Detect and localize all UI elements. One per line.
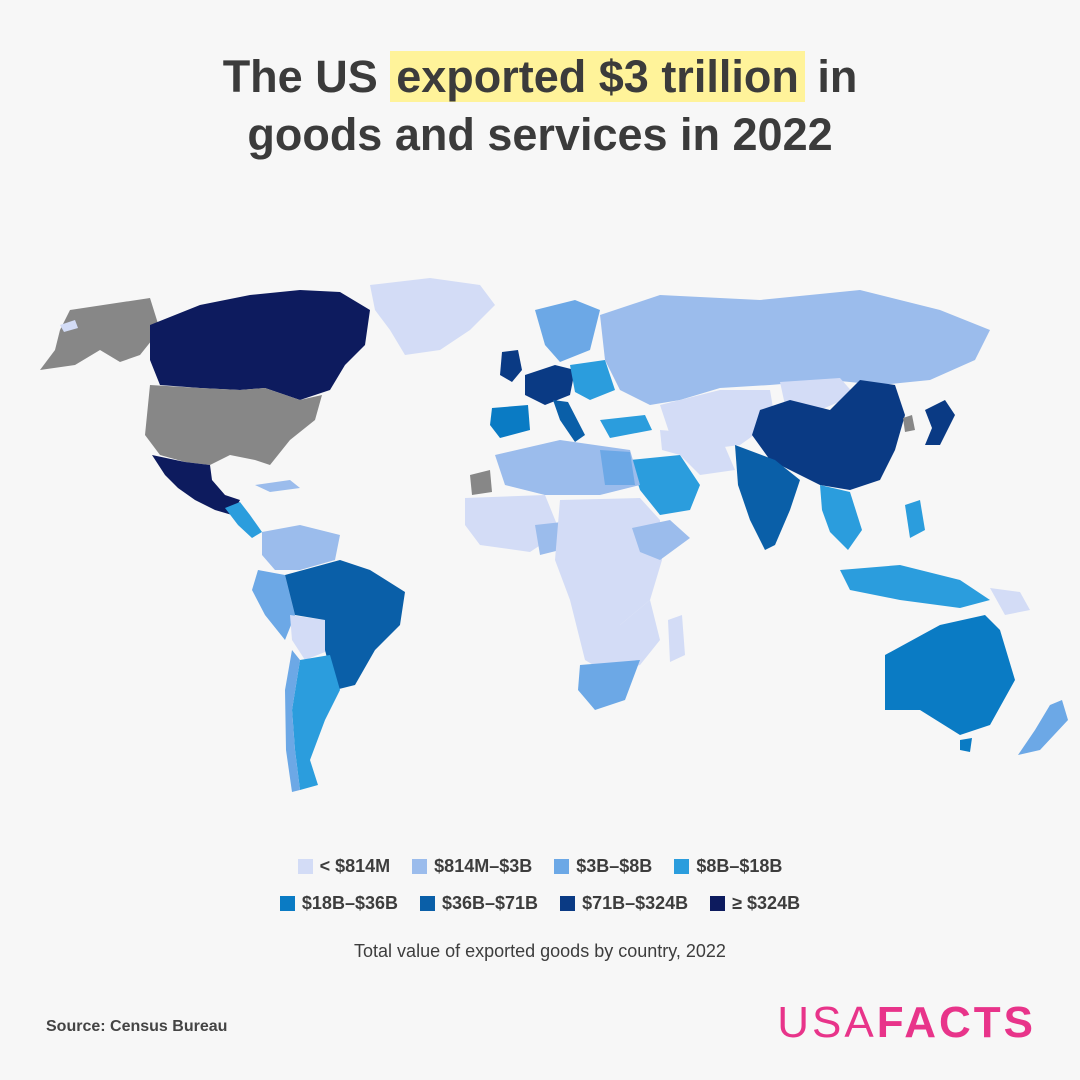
region-north-korea <box>903 415 915 432</box>
region-iran <box>660 430 735 475</box>
region-madagascar <box>668 615 685 662</box>
region-brazil <box>285 560 405 690</box>
legend-label: $18B–$36B <box>301 893 398 913</box>
region-new-zealand <box>1018 700 1068 755</box>
region-bolivia <box>290 615 330 660</box>
legend-item: $36B–$71B <box>419 893 539 914</box>
legend-label: $3B–$8B <box>576 856 653 876</box>
legend-label: $71B–$324B <box>582 893 689 913</box>
legend-swatch <box>297 859 313 874</box>
region-germany-france <box>525 365 575 405</box>
region-mongolia <box>780 378 855 410</box>
world-map <box>40 278 1068 792</box>
region-southern-africa <box>570 600 660 675</box>
legend-swatch <box>412 859 428 874</box>
region-canada <box>150 290 370 400</box>
region-northern-south-america <box>262 525 340 570</box>
legend-item: $18B–$36B <box>279 893 398 914</box>
region-alaska <box>40 298 160 370</box>
legend-swatch <box>560 896 576 911</box>
region-argentina <box>292 655 340 790</box>
region-tasmania <box>960 738 972 752</box>
legend-item: ≥ $324B <box>710 893 800 914</box>
region-china <box>752 380 905 490</box>
legend-item: $3B–$8B <box>554 856 652 877</box>
legend-swatch <box>554 859 570 874</box>
legend-item: $814M–$3B <box>412 856 532 877</box>
region-spain <box>490 405 530 438</box>
region-indonesia <box>840 565 990 608</box>
region-egypt <box>600 450 635 485</box>
region-png <box>990 588 1030 615</box>
legend-label: ≥ $324B <box>732 893 801 913</box>
region-uk <box>500 350 522 382</box>
region-caribbean <box>255 480 300 492</box>
map-subtitle: Total value of exported goods by country… <box>354 941 726 961</box>
title-line2: goods and services in 2022 <box>247 109 833 160</box>
region-greenland <box>370 278 495 355</box>
logo-text-bold: FACTS <box>876 998 1036 1047</box>
source-note: Source: Census Bureau <box>46 1018 228 1035</box>
legend-label: $814M–$3B <box>434 856 533 876</box>
title-post: in <box>804 51 858 102</box>
region-usa <box>145 385 322 465</box>
legend-swatch <box>710 896 726 911</box>
region-alaska-islands <box>60 320 78 332</box>
region-southeast-asia <box>820 485 862 550</box>
legend-swatch <box>419 896 435 911</box>
region-chile <box>285 650 300 792</box>
region-turkey <box>600 415 652 438</box>
region-west-africa <box>465 495 560 552</box>
region-south-africa <box>578 660 640 710</box>
legend-item: $8B–$18B <box>674 856 782 877</box>
legend-swatch <box>674 859 690 874</box>
legend-row: $18B–$36B $36B–$71B $71B–$324B ≥ $324B <box>279 893 800 914</box>
legend-swatch <box>279 896 295 911</box>
region-western-sahara <box>470 470 492 495</box>
title-pre: The US <box>222 51 391 102</box>
region-scandinavia <box>535 300 600 362</box>
region-peru <box>252 570 295 640</box>
region-russia <box>600 290 990 405</box>
region-australia <box>885 615 1015 735</box>
legend-label: $36B–$71B <box>441 893 539 913</box>
logo-text-light: USA <box>777 998 877 1047</box>
legend-label: < $814M <box>319 856 391 876</box>
legend-label: $8B–$18B <box>696 856 783 876</box>
legend: < $814M $814M–$3B $3B–$8B $8B–$18B $18B–$36… <box>0 856 1080 914</box>
page-title: The US exported $3 trillion in goods and… <box>0 48 1080 164</box>
title-highlight: exported $3 trillion <box>390 51 805 102</box>
region-mexico <box>152 455 240 515</box>
region-india <box>735 445 800 550</box>
region-ethiopia <box>632 520 690 560</box>
usafacts-logo: USAFACTS <box>777 998 1036 1048</box>
legend-item: < $814M <box>297 856 391 877</box>
region-japan <box>925 400 955 445</box>
legend-row: < $814M $814M–$3B $3B–$8B $8B–$18B <box>297 856 782 877</box>
region-eastern-europe <box>570 360 615 400</box>
region-saudi-arabia <box>630 455 700 515</box>
legend-item: $71B–$324B <box>560 893 688 914</box>
region-philippines <box>905 500 925 538</box>
region-central-america <box>225 502 262 538</box>
region-italy <box>553 400 585 442</box>
